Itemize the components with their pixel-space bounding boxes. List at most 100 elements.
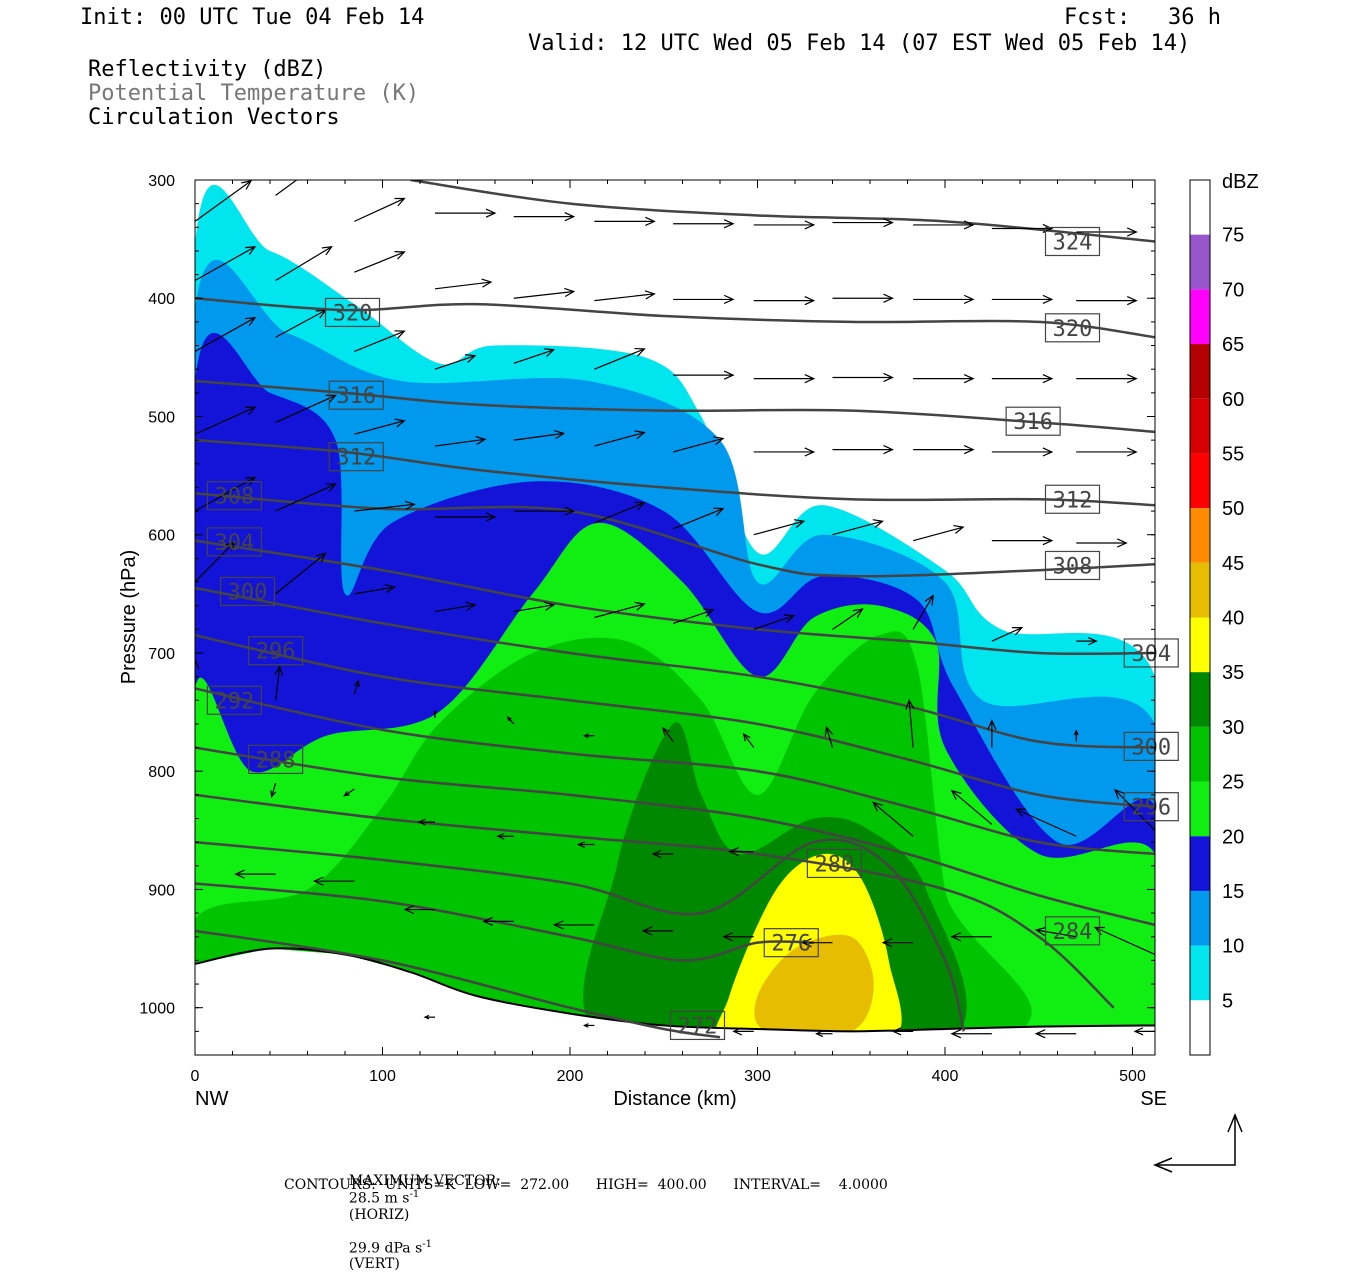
circulation-vector <box>753 447 816 457</box>
circulation-vector <box>195 180 253 222</box>
theta-label-text: 276 <box>771 932 811 957</box>
theta-label: 308 <box>1044 550 1101 581</box>
theta-label-text: 320 <box>1053 317 1093 342</box>
theta-contour-312 <box>195 438 1155 507</box>
colorbar-label: 25 <box>1222 772 1244 794</box>
theta-label-text: 304 <box>1131 642 1171 667</box>
theta-contour-280 <box>195 838 965 1032</box>
theta-label: 320 <box>324 297 381 328</box>
y-axis-label: Pressure (hPa) <box>118 550 140 685</box>
circulation-vector <box>506 716 515 725</box>
colorbar-label: 60 <box>1222 389 1244 411</box>
circulation-vector <box>912 594 934 630</box>
circulation-vector <box>753 374 816 384</box>
circulation-vector <box>905 698 915 748</box>
circulation-vector <box>1076 296 1138 306</box>
circulation-vector <box>1076 447 1138 457</box>
circulation-vector <box>513 212 576 222</box>
circulation-vector <box>991 374 1054 384</box>
circulation-vector <box>991 447 1054 457</box>
circulation-vector <box>1076 637 1098 646</box>
theta-label-text: 312 <box>336 446 376 471</box>
colorbar-label: 15 <box>1222 881 1244 903</box>
colorbar-label: 65 <box>1222 334 1244 356</box>
colorbar-swatch <box>1190 890 1210 946</box>
y-tick-label: 400 <box>148 291 175 308</box>
circulation-vector <box>275 180 298 196</box>
circulation-vector <box>950 1029 992 1039</box>
theta-label-text: 312 <box>1053 488 1093 513</box>
max-vector-horiz: 28.5 m s <box>348 1190 410 1207</box>
circulation-vector <box>594 601 646 619</box>
terrain-mask <box>195 948 1155 1055</box>
theta-contour-284 <box>195 793 1115 1009</box>
circulation-vector <box>594 290 656 302</box>
circulation-vector <box>722 932 754 942</box>
circulation-vector <box>594 430 646 447</box>
horiz-exponent: -1 <box>409 1189 420 1200</box>
colorbar-label: 5 <box>1222 990 1233 1012</box>
colorbar-swatch <box>1190 1000 1210 1055</box>
colorbar-swatch <box>1190 562 1210 618</box>
circulation-vector <box>482 916 514 926</box>
x-tick-label: 100 <box>369 1068 396 1085</box>
circulation-vector <box>496 832 514 840</box>
theta-label: 296 <box>248 636 304 666</box>
theta-label: 316 <box>328 380 384 410</box>
circulation-vector <box>312 876 355 886</box>
circulation-vector <box>891 1027 914 1036</box>
circulation-vector <box>1113 788 1155 831</box>
theta-label-text: 296 <box>256 640 296 665</box>
circulation-vector <box>672 608 715 624</box>
circulation-vector <box>950 932 992 942</box>
circulation-vector <box>353 679 360 695</box>
theta-label: 320 <box>1044 313 1101 343</box>
circulation-vector <box>354 418 406 435</box>
circulation-vector <box>513 430 566 441</box>
circulation-vector <box>1076 374 1138 384</box>
circulation-vector <box>354 197 406 222</box>
circulation-vector <box>815 1030 833 1038</box>
circulation-vector <box>950 789 993 825</box>
circulation-vector <box>195 316 257 352</box>
colorbar-swatch <box>1190 672 1210 727</box>
circulation-vector <box>832 444 894 455</box>
x-tick-label: 0 <box>191 1068 200 1085</box>
theta-label-text: 304 <box>215 531 255 556</box>
y-tick-label: 500 <box>148 409 175 426</box>
circulation-vector <box>354 330 406 353</box>
colorbar-label: 75 <box>1222 225 1244 247</box>
colorbar-swatch <box>1190 726 1210 782</box>
theta-label-text: 284 <box>1053 920 1093 945</box>
theta-label: 324 <box>1044 226 1101 257</box>
circulation-vector <box>275 246 333 282</box>
colorbar-title: dBZ <box>1222 171 1259 193</box>
theta-contour-296 <box>195 634 1155 808</box>
theta-label: 284 <box>1044 916 1101 946</box>
circulation-vector <box>195 658 200 701</box>
colorbar-label: 30 <box>1222 717 1244 739</box>
y-tick-label: 900 <box>148 882 175 899</box>
theta-contour-288 <box>195 746 1155 927</box>
circulation-vector <box>417 818 435 826</box>
field-circulation-vectors: Circulation Vectors <box>88 105 340 130</box>
colorbar-label: 55 <box>1222 443 1244 465</box>
circulation-vector <box>403 904 435 915</box>
vert-tag: (VERT) <box>348 1256 400 1272</box>
circulation-vector <box>832 372 894 383</box>
theta-contour-320 <box>195 296 1155 339</box>
circulation-vector <box>1034 1029 1077 1039</box>
circulation-vector <box>434 278 493 290</box>
circulation-vector <box>594 501 646 524</box>
circulation-vector <box>753 519 806 536</box>
colorbar-swatch <box>1190 234 1210 290</box>
circulation-vector <box>275 552 327 595</box>
colorbar-label: 40 <box>1222 608 1244 630</box>
circulation-vector <box>672 436 725 453</box>
theta-contour-292 <box>195 687 1155 856</box>
theta-label: 276 <box>763 928 819 958</box>
circulation-vector <box>832 519 884 536</box>
reflectivity-region-40dbz <box>754 934 874 1037</box>
y-tick-label: 300 <box>148 173 175 190</box>
x-tick-label: 200 <box>557 1068 584 1085</box>
